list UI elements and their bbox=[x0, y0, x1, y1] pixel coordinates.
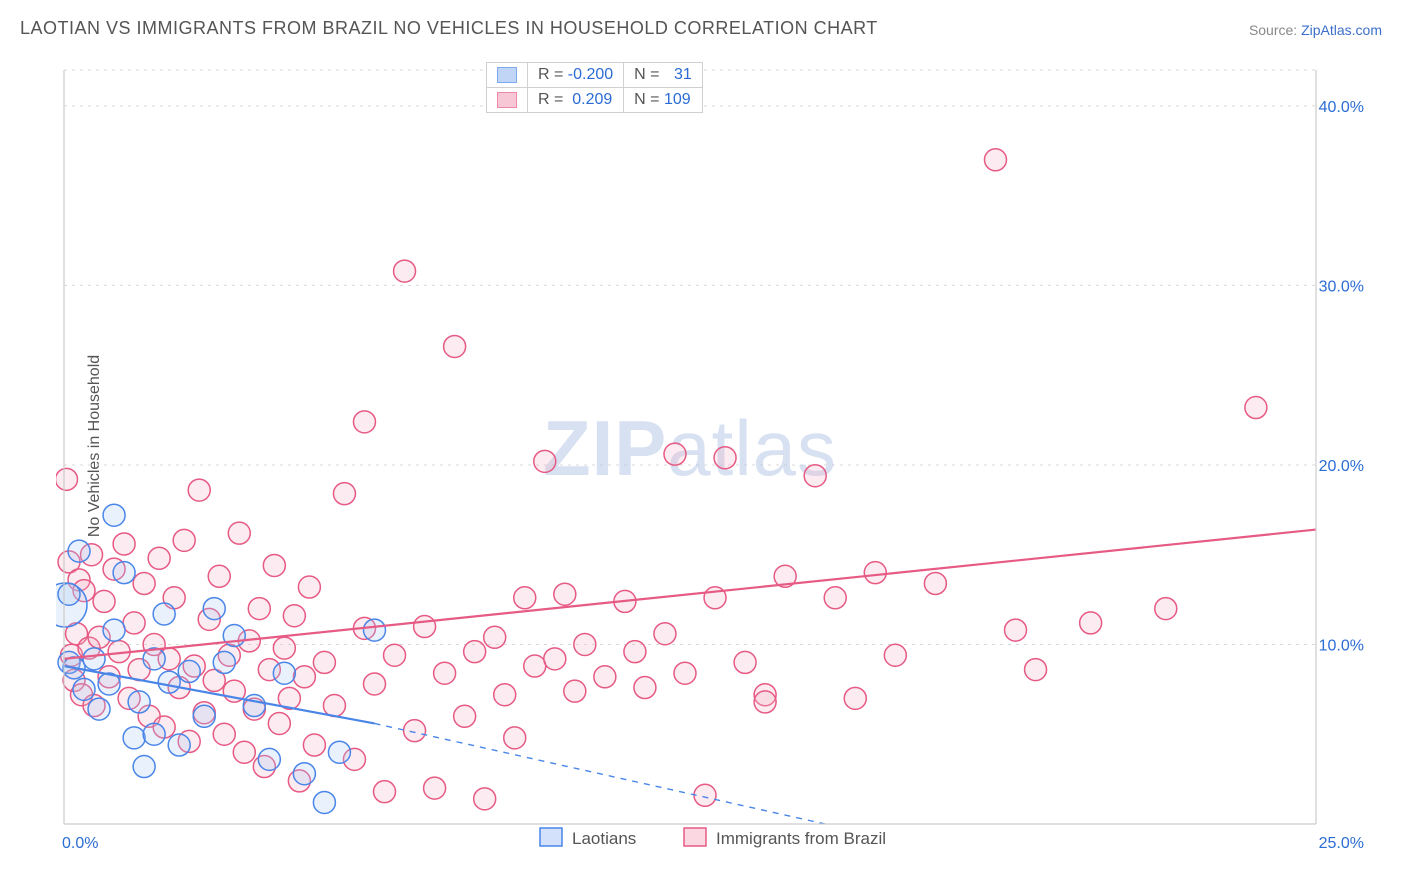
chart-container: LAOTIAN VS IMMIGRANTS FROM BRAZIL NO VEH… bbox=[0, 0, 1406, 892]
source-link[interactable]: ZipAtlas.com bbox=[1301, 22, 1382, 38]
svg-text:ZIPatlas: ZIPatlas bbox=[543, 404, 837, 492]
svg-text:25.0%: 25.0% bbox=[1319, 835, 1364, 852]
r-value-brazil: 0.209 bbox=[572, 91, 612, 108]
n-value-laotians: 31 bbox=[674, 66, 692, 83]
r-label: R = bbox=[538, 91, 563, 108]
source-prefix: Source: bbox=[1249, 22, 1301, 38]
swatch-laotians bbox=[497, 67, 517, 83]
legend-row-brazil: R = 0.209 N = 109 bbox=[487, 88, 703, 113]
legend-row-laotians: R = -0.200 N = 31 bbox=[487, 63, 703, 88]
chart-title: LAOTIAN VS IMMIGRANTS FROM BRAZIL NO VEH… bbox=[20, 18, 878, 39]
correlation-legend: R = -0.200 N = 31 R = 0.209 N = 109 bbox=[486, 62, 703, 113]
source-attribution: Source: ZipAtlas.com bbox=[1249, 22, 1382, 38]
chart-area: ZIPatlas 10.0% 20.0% 30.0% 40.0% 0.0% 25.0% Lao… bbox=[56, 56, 1376, 864]
svg-text:30.0%: 30.0% bbox=[1319, 278, 1364, 295]
svg-text:10.0%: 10.0% bbox=[1319, 637, 1364, 654]
scatter-chart: ZIPatlas 10.0% 20.0% 30.0% 40.0% 0.0% 25.0% Lao… bbox=[56, 56, 1376, 864]
svg-text:0.0%: 0.0% bbox=[62, 835, 98, 852]
svg-text:Immigrants from Brazil: Immigrants from Brazil bbox=[716, 829, 886, 848]
svg-text:40.0%: 40.0% bbox=[1319, 99, 1364, 116]
svg-text:20.0%: 20.0% bbox=[1319, 458, 1364, 475]
n-label: N = bbox=[634, 66, 659, 83]
n-label: N = bbox=[634, 91, 659, 108]
n-value-brazil: 109 bbox=[664, 91, 691, 108]
svg-text:Laotians: Laotians bbox=[572, 829, 636, 848]
swatch-brazil bbox=[497, 92, 517, 108]
r-value-laotians: -0.200 bbox=[568, 66, 613, 83]
r-label: R = bbox=[538, 66, 563, 83]
legend-table: R = -0.200 N = 31 R = 0.209 N = 109 bbox=[486, 62, 703, 113]
